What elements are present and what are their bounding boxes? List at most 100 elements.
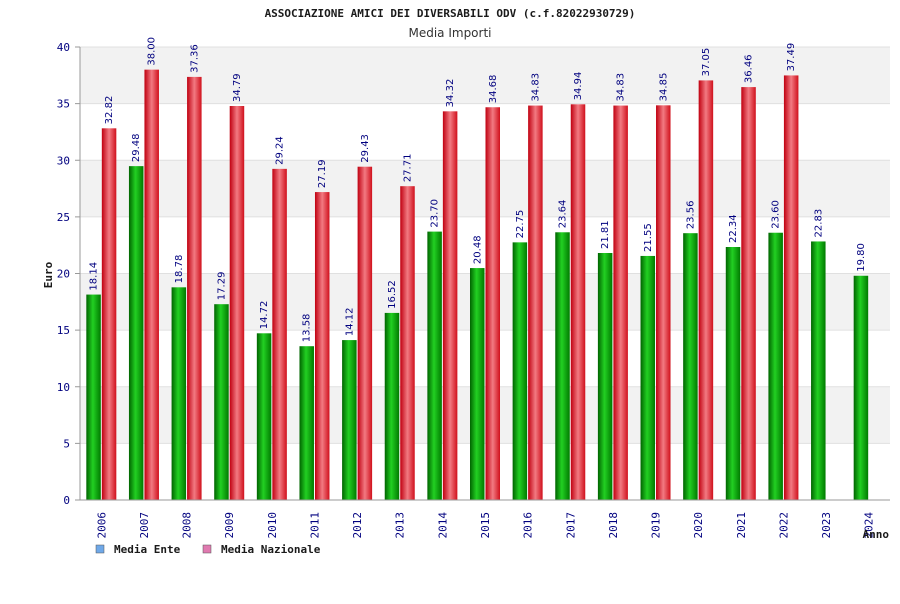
- bar-media-ente-2008: [171, 287, 187, 500]
- x-tick-label-2011: 2011: [308, 512, 321, 539]
- x-axis-label: Anno: [863, 528, 890, 541]
- bar-media-nazionale-2018: [613, 105, 628, 501]
- bar-media-ente-2015: [470, 268, 485, 500]
- x-tick-label-2009: 2009: [223, 512, 236, 539]
- legend-swatch-media-ente: [95, 544, 105, 554]
- bar-media-ente-2023: [811, 241, 826, 500]
- data-label-media-ente-2023: 22.83: [813, 209, 824, 238]
- bar-media-nazionale-2012: [357, 166, 373, 500]
- x-tick-label-2013: 2013: [394, 512, 407, 539]
- data-label-media-ente-2020: 23.56: [685, 201, 696, 230]
- y-tick-label: 40: [57, 41, 70, 54]
- data-label-media-nazionale-2014: 34.32: [445, 79, 456, 108]
- bar-media-nazionale-2015: [485, 107, 500, 501]
- bar-media-nazionale-2014: [442, 111, 458, 501]
- data-label-media-nazionale-2020: 37.05: [701, 48, 712, 77]
- data-label-media-ente-2021: 22.34: [728, 214, 739, 243]
- y-axis-label: Euro: [42, 261, 55, 288]
- bar-media-ente-2012: [342, 340, 357, 500]
- data-label-media-ente-2022: 23.60: [771, 200, 782, 229]
- bar-media-nazionale-2009: [229, 106, 245, 501]
- bar-media-ente-2018: [597, 253, 613, 500]
- data-label-media-nazionale-2006: 32.82: [104, 96, 115, 125]
- data-label-media-nazionale-2007: 38.00: [147, 37, 158, 66]
- bar-media-nazionale-2016: [528, 105, 543, 501]
- data-label-media-ente-2008: 18.78: [174, 255, 185, 284]
- x-tick-label-2014: 2014: [436, 512, 449, 539]
- bar-media-nazionale-2020: [698, 80, 714, 500]
- x-tick-label-2010: 2010: [266, 512, 279, 539]
- bar-media-nazionale-2007: [144, 69, 159, 501]
- bar-media-nazionale-2011: [314, 192, 330, 501]
- data-label-media-ente-2006: 18.14: [89, 262, 100, 291]
- y-axis-ticks: 0 5 10 15 20 25 30 35 40: [57, 41, 80, 507]
- y-tick-label: 25: [57, 211, 70, 224]
- y-tick-label: 15: [57, 324, 70, 337]
- bar-media-nazionale-2022: [783, 75, 799, 500]
- data-label-media-ente-2010: 14.72: [259, 301, 270, 330]
- legend-label-media-ente: Media Ente: [114, 543, 181, 556]
- bar-media-ente-2010: [256, 333, 272, 500]
- data-label-media-nazionale-2021: 36.46: [744, 54, 755, 83]
- data-label-media-nazionale-2022: 37.49: [786, 43, 797, 72]
- chart-title: ASSOCIAZIONE AMICI DEI DIVERSABILI ODV (…: [265, 7, 636, 20]
- x-tick-label-2017: 2017: [564, 512, 577, 539]
- bar-media-nazionale-2019: [656, 105, 671, 500]
- x-tick-label-2007: 2007: [138, 512, 151, 539]
- bars-group: [86, 69, 869, 501]
- bar-media-ente-2016: [512, 242, 528, 500]
- data-label-media-nazionale-2016: 34.83: [530, 73, 541, 102]
- x-tick-label-2006: 2006: [95, 512, 108, 539]
- data-label-media-nazionale-2008: 37.36: [189, 44, 200, 73]
- data-label-media-nazionale-2009: 34.79: [232, 73, 243, 102]
- bar-media-ente-2009: [214, 304, 229, 500]
- x-tick-label-2012: 2012: [351, 512, 364, 539]
- data-label-media-nazionale-2019: 34.85: [658, 73, 669, 102]
- x-tick-label-2024: 2024: [863, 512, 876, 539]
- data-label-media-ente-2014: 23.70: [430, 199, 441, 228]
- bar-media-ente-2019: [640, 255, 656, 500]
- bar-media-ente-2020: [683, 233, 698, 501]
- legend: Media Ente Media Nazionale: [95, 543, 321, 556]
- y-tick-label: 20: [57, 268, 70, 281]
- data-label-media-nazionale-2011: 27.19: [317, 159, 328, 188]
- bar-media-ente-2006: [86, 294, 101, 500]
- data-label-media-nazionale-2018: 34.83: [616, 73, 627, 102]
- bar-media-ente-2022: [768, 232, 783, 501]
- x-tick-label-2022: 2022: [777, 512, 790, 539]
- data-label-media-ente-2018: 21.81: [600, 220, 611, 249]
- data-label-media-ente-2011: 13.58: [302, 314, 313, 343]
- bar-media-nazionale-2017: [570, 104, 586, 500]
- y-tick-label: 0: [63, 494, 70, 507]
- x-tick-label-2008: 2008: [181, 512, 194, 539]
- x-tick-label-2019: 2019: [650, 512, 663, 539]
- bar-media-nazionale-2006: [101, 128, 117, 500]
- data-label-media-ente-2013: 16.52: [387, 280, 398, 309]
- legend-label-media-nazionale: Media Nazionale: [221, 543, 321, 556]
- bar-media-ente-2011: [299, 346, 314, 500]
- bar-media-nazionale-2008: [187, 76, 202, 500]
- y-tick-label: 30: [57, 154, 70, 167]
- x-tick-label-2021: 2021: [735, 512, 748, 539]
- legend-swatch-media-nazionale: [202, 544, 212, 554]
- data-label-media-nazionale-2017: 34.94: [573, 72, 584, 101]
- bar-media-ente-2024: [853, 275, 869, 500]
- x-tick-label-2015: 2015: [479, 512, 492, 539]
- data-label-media-ente-2016: 22.75: [515, 210, 526, 239]
- y-tick-label: 10: [57, 381, 70, 394]
- bar-media-ente-2021: [725, 246, 741, 500]
- data-label-media-ente-2009: 17.29: [216, 272, 227, 301]
- y-tick-label: 5: [63, 437, 70, 450]
- data-label-media-nazionale-2012: 29.43: [360, 134, 371, 163]
- data-label-media-ente-2015: 20.48: [472, 235, 483, 264]
- chart-subtitle: Media Importi: [408, 26, 491, 40]
- x-axis-ticks: 2006 2007 2008 2009 2010 2011 2012 2013 2014 2015…: [95, 512, 875, 539]
- data-label-media-ente-2024: 19.80: [856, 243, 867, 272]
- data-label-media-ente-2012: 14.12: [344, 307, 355, 336]
- data-label-media-ente-2007: 29.48: [131, 133, 142, 162]
- data-label-media-nazionale-2013: 27.71: [402, 154, 413, 183]
- x-tick-label-2023: 2023: [820, 512, 833, 539]
- bar-media-nazionale-2013: [400, 186, 415, 500]
